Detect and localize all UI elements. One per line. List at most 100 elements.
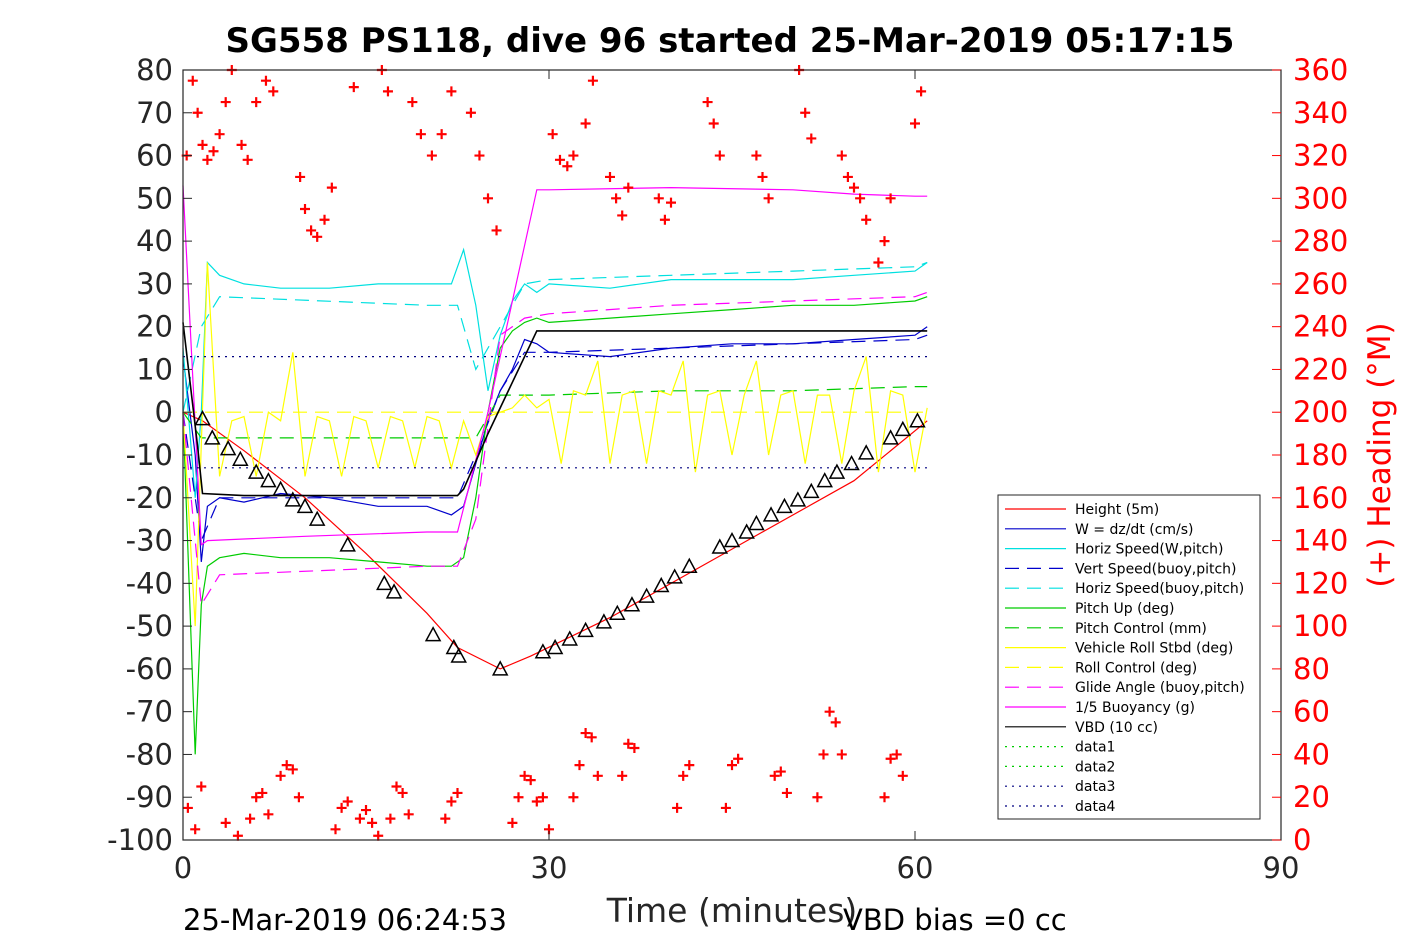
heading-marker: [574, 760, 585, 771]
heading-marker: [446, 86, 457, 97]
heading-marker: [891, 749, 902, 760]
heading-marker: [885, 753, 896, 764]
triangle-marker: [909, 412, 926, 428]
legend-label: Vert Speed(buoy,pitch): [1075, 561, 1237, 577]
heading-marker: [562, 161, 573, 172]
heading-marker: [836, 150, 847, 161]
triangle-marker: [450, 647, 467, 663]
triangle-marker: [828, 463, 846, 479]
triangle-marker: [296, 497, 314, 514]
heading-marker: [220, 817, 231, 828]
heading-marker: [733, 753, 744, 764]
legend-label: Horiz Speed(buoy,pitch): [1075, 581, 1244, 597]
triangle-marker: [376, 574, 393, 591]
heading-marker: [653, 193, 664, 204]
heading-marker: [354, 813, 365, 824]
triangle-marker: [385, 583, 403, 599]
heading-marker: [342, 796, 353, 807]
legend-label: Vehicle Roll Stbd (deg): [1075, 641, 1233, 657]
heading-marker: [684, 760, 695, 771]
heading-marker: [403, 809, 414, 820]
heading-marker: [586, 732, 597, 743]
y-tick-label: 10: [136, 352, 173, 386]
triangle-marker: [748, 514, 765, 531]
heading-marker: [531, 796, 542, 807]
series-line-1: [182, 326, 928, 562]
heading-marker: [580, 118, 591, 129]
heading-marker: [659, 214, 670, 225]
heading-marker: [257, 787, 268, 798]
heading-marker: [861, 214, 872, 225]
y2-tick-label: 280: [1293, 224, 1348, 258]
heading-marker: [452, 787, 463, 798]
heading-marker: [300, 204, 310, 215]
y-tick-label: -70: [126, 695, 173, 729]
heading-marker: [879, 792, 890, 803]
heading-marker: [319, 214, 330, 225]
y2-tick-label: 100: [1293, 609, 1348, 643]
legend-label: 1/5 Buoyancy (g): [1075, 700, 1195, 716]
heading-marker: [348, 82, 359, 93]
y-tick-label: -10: [126, 438, 173, 472]
legend-label: data2: [1075, 759, 1115, 775]
heading-marker: [897, 770, 908, 781]
heading-marker: [397, 787, 408, 798]
triangle-marker: [194, 410, 211, 426]
triangle-marker: [857, 444, 875, 460]
triangle-marker: [491, 660, 509, 676]
triangle-marker: [232, 450, 249, 467]
y-tick-label: -20: [126, 481, 173, 515]
heading-marker: [391, 781, 402, 792]
heading-marker: [326, 182, 337, 193]
chart-title: SG558 PS118, dive 96 started 25-Mar-2019…: [226, 21, 1235, 61]
heading-marker: [757, 171, 768, 182]
heading-marker: [830, 717, 841, 728]
series-line-5: [182, 296, 928, 755]
legend-label: data4: [1075, 799, 1116, 815]
heading-marker: [519, 770, 530, 781]
y2-tick-label: 20: [1293, 780, 1330, 814]
heading-marker: [714, 150, 725, 161]
legend-label: Pitch Up (deg): [1075, 601, 1174, 617]
triangle-marker: [546, 638, 564, 655]
heading-marker: [775, 766, 786, 777]
heading-marker: [592, 770, 603, 781]
triangle-marker: [723, 531, 741, 548]
heading-marker: [842, 171, 853, 182]
heading-marker: [197, 139, 208, 150]
y-tick-label: 20: [136, 310, 173, 344]
heading-marker: [763, 193, 774, 204]
heading-marker: [385, 813, 396, 824]
heading-marker: [208, 146, 219, 157]
heading-marker: [525, 775, 536, 786]
heading-marker: [611, 193, 622, 204]
y-tick-label: -40: [126, 566, 173, 600]
heading-marker: [568, 792, 579, 803]
triangle-marker: [561, 630, 578, 646]
y2-tick-label: 360: [1293, 53, 1348, 87]
x-tick-label: 60: [897, 851, 934, 885]
y-tick-label: 70: [136, 96, 173, 130]
heading-marker: [629, 743, 640, 754]
triangle-marker: [776, 497, 793, 514]
triangle-marker: [894, 420, 912, 437]
series-line-2: [182, 247, 928, 498]
triangle-marker: [284, 491, 302, 507]
heading-marker: [824, 706, 835, 717]
heading-marker: [751, 150, 762, 161]
heading-marker: [781, 787, 792, 798]
heading-marker: [666, 197, 676, 208]
heading-marker: [547, 129, 558, 140]
legend-label: data3: [1075, 779, 1115, 795]
x-tick-label: 90: [1263, 851, 1300, 885]
y-tick-label: -50: [126, 609, 173, 643]
triangle-marker: [803, 482, 820, 499]
heading-marker: [187, 75, 198, 86]
heading-marker: [769, 770, 780, 781]
y-tick-label: 0: [155, 395, 173, 429]
heading-marker: [879, 236, 890, 247]
heading-marker: [306, 225, 317, 236]
heading-marker: [678, 770, 689, 781]
triangle-marker: [882, 429, 899, 445]
